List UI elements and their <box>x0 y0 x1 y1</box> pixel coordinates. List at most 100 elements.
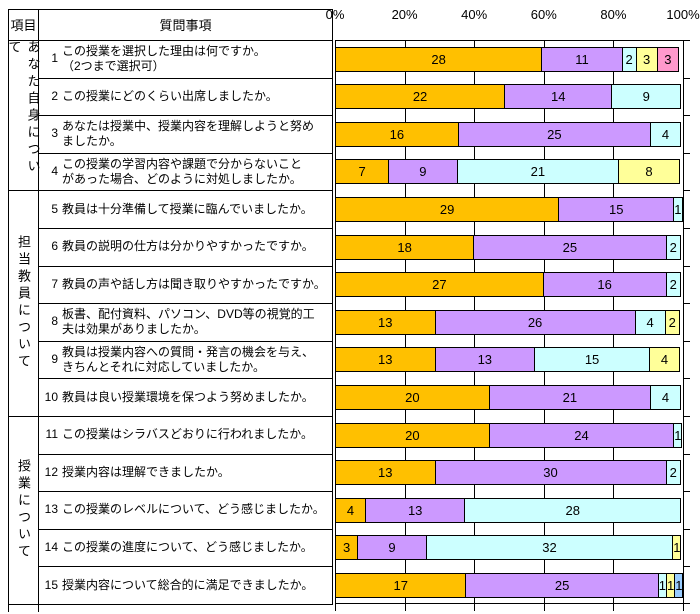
bar-segment: 13 <box>335 309 436 335</box>
category-axis-tick <box>683 491 690 493</box>
bar-row: 29 15 1 <box>335 196 683 222</box>
question-text-line: この授業のレベルについて、どう感じましたか。 <box>62 502 325 517</box>
bar-value-label: 13 <box>477 352 493 368</box>
bar-value-label: 1 <box>658 577 667 593</box>
bar-value-label: 8 <box>645 164 653 180</box>
question-text-line: あなたは授業中、授業内容を理解しようと努め <box>62 118 315 133</box>
question-text-line: この授業にどのくらい出席しましたか。 <box>62 88 278 103</box>
row-separator <box>38 528 333 530</box>
row-separator <box>38 303 333 305</box>
bar-segment: 17 <box>335 572 467 598</box>
row-separator <box>38 566 333 568</box>
bar-value-label: 2 <box>625 51 633 67</box>
category-axis-tick <box>683 77 690 79</box>
bar-value-label: 2 <box>668 314 676 330</box>
bar-value-label: 2 <box>669 277 677 293</box>
bar-value-label: 13 <box>407 502 423 518</box>
bar-segment: 13 <box>335 347 436 373</box>
bar-segment: 18 <box>335 234 475 260</box>
axis-tick-label: 60% <box>530 7 557 22</box>
value-axis-tick <box>474 603 475 611</box>
question-row: 5 教員は十分準備して授業に臨んでいましたか。 <box>41 190 329 228</box>
question-number: 13 <box>44 502 58 517</box>
row-separator <box>38 378 333 380</box>
bar-segment: 28 <box>335 46 543 72</box>
question-row: 7 教員の声や話し方は聞き取りやすかったですか。 <box>41 266 329 304</box>
category-axis-tick <box>683 152 690 154</box>
question-text: 授業内容は理解できましたか。 <box>62 465 329 480</box>
bar-segment: 9 <box>357 535 427 561</box>
bar-row: 20 21 4 <box>335 384 683 410</box>
bar-segment: 16 <box>542 272 667 298</box>
bar-value-label: 13 <box>378 314 393 330</box>
question-text: 教員は良い授業環境を保つよう努めましたか。 <box>62 390 329 405</box>
bar-segment: 3 <box>635 46 658 72</box>
category-axis-tick <box>683 115 690 117</box>
question-column-header: 質問事項 <box>159 17 212 33</box>
bar-value-label: 13 <box>378 352 393 368</box>
bar-segment: 2 <box>665 460 681 486</box>
bar-segment: 2 <box>665 272 681 298</box>
category-axis-tick <box>683 228 690 229</box>
bar-value-label: 17 <box>393 577 408 593</box>
plot-border-bottom <box>335 603 684 604</box>
bar-value-label: 15 <box>584 352 600 368</box>
bar-value-label: 11 <box>575 51 589 67</box>
table-header-divider <box>8 40 333 41</box>
question-row: 14 この授業の進度について、どう感じましたか。 <box>41 529 329 567</box>
bar-row: 22 14 9 <box>335 84 683 110</box>
bar-value-label: 3 <box>342 540 351 556</box>
bar-segment: 32 <box>425 535 674 561</box>
bar-segment: 15 <box>558 196 675 222</box>
question-text: この授業を選択した理由は何ですか。 （2つまで選択可） <box>62 44 329 74</box>
row-separator <box>38 491 333 493</box>
item-column-header: 項目 <box>10 17 37 33</box>
question-text-line: きちんとそれに対応していましたか。 <box>62 359 266 374</box>
question-text-line: 教員は授業内容への質問・発言の機会を与え、 <box>62 344 315 359</box>
category-axis-tick <box>683 340 690 342</box>
axis-tick-label: 40% <box>461 7 488 22</box>
bar-segment: 29 <box>335 196 560 222</box>
bar-value-label: 3 <box>643 51 651 67</box>
bar-value-label: 9 <box>419 164 427 180</box>
category-axis-tick <box>683 566 690 568</box>
axis-tick-label: 20% <box>391 7 418 22</box>
bar-segment: 27 <box>335 272 544 298</box>
value-axis-tick <box>335 603 336 611</box>
category-axis-tick <box>683 265 690 267</box>
bar-row: 13 26 4 2 <box>335 309 683 335</box>
question-text: あなたは授業中、授業内容を理解しようと努め ましたか。 <box>62 119 329 149</box>
bar-segment: 7 <box>335 159 390 185</box>
question-row: 9 教員は授業内容への質問・発言の機会を与え、 きちんとそれに対応していましたか。 <box>41 341 329 379</box>
question-number: 5 <box>51 201 58 216</box>
row-separator <box>38 152 333 154</box>
row-separator <box>8 190 333 192</box>
bar-segment: 11 <box>541 46 623 72</box>
plot-border-top <box>335 40 684 41</box>
bar-value-label: 4 <box>660 352 669 368</box>
bar-row: 4 13 28 <box>335 497 683 523</box>
bar-segment: 16 <box>335 121 459 147</box>
bar-segment: 1 <box>673 196 683 222</box>
bar-segment: 4 <box>649 347 680 373</box>
question-row: 10 教員は良い授業環境を保つよう努めましたか。 <box>41 378 329 416</box>
bar-segment: 26 <box>434 309 636 335</box>
question-text: 板書、配付資料、パソコン、DVD等の視覚的工 夫は効果がありましたか。 <box>62 307 329 337</box>
bar-value-label: 29 <box>439 201 455 217</box>
bar-segment: 2 <box>621 46 637 72</box>
question-number: 10 <box>44 389 58 404</box>
question-text-line: 夫は効果がありましたか。 <box>62 321 206 336</box>
plot-border-right <box>683 40 684 603</box>
bar-value-label: 16 <box>597 277 612 293</box>
question-number: 9 <box>51 352 58 367</box>
bar-segment: 14 <box>504 84 613 110</box>
bar-value-label: 7 <box>358 164 366 180</box>
axis-tick-label: 80% <box>600 7 627 22</box>
question-row: 12 授業内容は理解できましたか。 <box>41 454 329 492</box>
question-text-line: 授業内容は理解できましたか。 <box>62 464 230 479</box>
bar-segment: 2 <box>664 309 680 335</box>
bar-value-label: 22 <box>412 89 428 105</box>
bar-segment: 4 <box>634 309 666 335</box>
category-axis-tick <box>683 528 690 530</box>
